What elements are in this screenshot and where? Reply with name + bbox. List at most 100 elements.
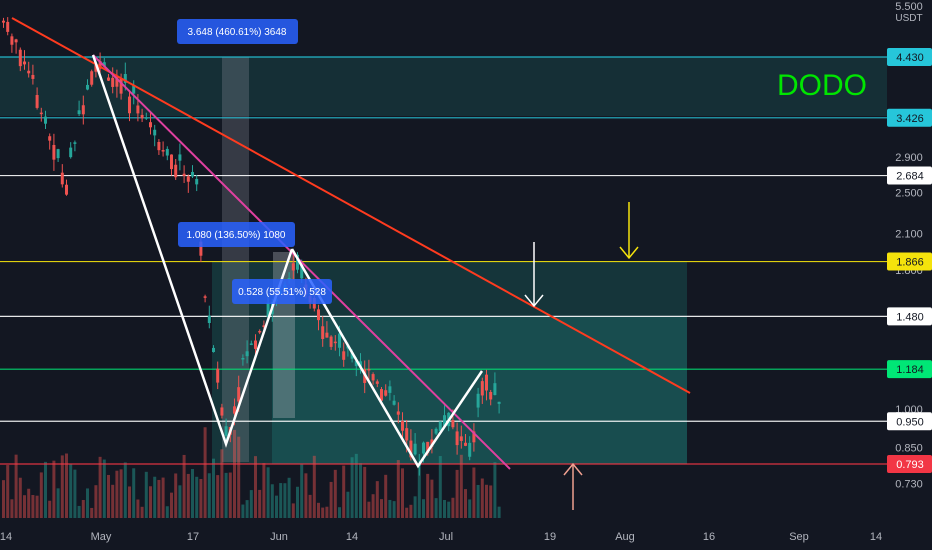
volume-bar	[468, 499, 472, 518]
candle-body	[31, 74, 35, 79]
measurement-label-2[interactable]: 1.080 (136.50%) 1080	[178, 222, 295, 247]
candle-body	[237, 387, 241, 402]
volume-bar	[60, 455, 64, 518]
candle-body	[203, 296, 207, 298]
time-axis[interactable]: 14 May 17 Jun 14 Jul 19 Aug 16 Sep 14	[0, 531, 882, 543]
volume-bar	[224, 472, 228, 518]
volume-bar	[367, 501, 371, 518]
candle-body	[325, 332, 329, 338]
symbol-label: DODO	[777, 69, 867, 102]
candle-body	[132, 85, 136, 94]
volume-bar	[325, 506, 329, 518]
volume-bar	[149, 486, 152, 518]
volume-bar	[77, 505, 81, 518]
volume-bar	[304, 473, 308, 518]
price-tick-1: 2.900	[895, 152, 923, 164]
candle-body	[401, 421, 404, 431]
candle-body	[44, 116, 47, 124]
candle-body	[480, 381, 484, 396]
volume-bar	[228, 472, 232, 518]
pattern-left	[91, 54, 294, 448]
measurement-label-3[interactable]: 0.528 (55.51%) 528	[232, 279, 332, 304]
volume-bar	[128, 486, 131, 518]
candle-body	[438, 421, 442, 432]
candle-body	[476, 393, 480, 408]
candle-body	[6, 21, 10, 32]
volume-bar	[98, 456, 102, 518]
candle-body	[90, 71, 94, 85]
candle-body	[485, 374, 488, 391]
candle-body	[140, 114, 144, 119]
volume-bar	[161, 477, 165, 518]
volume-bar	[123, 462, 127, 518]
volume-bar	[14, 454, 18, 518]
volume-bar	[451, 497, 455, 518]
volume-bar	[401, 468, 404, 518]
candle-body	[115, 75, 119, 87]
candle-body	[86, 84, 89, 90]
volume-bar	[73, 469, 77, 518]
candle-body	[472, 431, 476, 443]
measurement-label-1[interactable]: 3.648 (460.61%) 3648	[177, 19, 298, 44]
measure-band-1	[222, 57, 249, 462]
candle-body	[392, 400, 396, 405]
volume-bar	[472, 467, 476, 518]
volume-bars	[2, 427, 501, 518]
price-badge-label-6: 0.950	[896, 416, 924, 428]
time-tick-3: Jun	[270, 531, 288, 543]
volume-bar	[443, 499, 446, 518]
volume-bar	[27, 488, 31, 518]
candle-body	[98, 61, 102, 69]
volume-bar	[182, 454, 186, 518]
volume-bar	[39, 472, 43, 518]
volume-bar	[350, 457, 354, 518]
measure-band-2	[273, 252, 295, 418]
candle-body	[384, 390, 388, 396]
volume-bar	[23, 495, 26, 518]
volume-bar	[438, 456, 442, 518]
candle-body	[199, 241, 203, 256]
measurement-text-1: 3.648 (460.61%) 3648	[188, 27, 287, 38]
candle-body	[48, 136, 52, 141]
volume-bar	[86, 488, 89, 518]
price-tick-7: 0.730	[895, 479, 923, 491]
candle-body	[422, 442, 425, 454]
candle-body	[426, 441, 430, 454]
volume-bar	[44, 461, 47, 518]
candle-body	[102, 62, 106, 67]
price-badges: 4.430 3.426 2.684 1.866 1.480 1.184 0.950 0.793	[887, 48, 932, 473]
price-tick-3: 2.100	[895, 229, 923, 241]
candle-body	[493, 383, 497, 396]
candle-body	[409, 440, 413, 458]
candle-body	[39, 112, 43, 115]
candle-body	[119, 78, 123, 94]
price-badge-5	[887, 360, 932, 379]
candle-body	[287, 277, 291, 280]
volume-bar	[90, 507, 94, 518]
volume-bar	[69, 464, 73, 518]
volume-bar	[136, 499, 140, 518]
volume-bar	[107, 474, 110, 518]
volume-bar	[241, 504, 245, 518]
volume-bar	[346, 491, 350, 518]
candle-body	[224, 426, 228, 436]
candle-body	[69, 147, 73, 158]
volume-bar	[392, 501, 396, 518]
price-badge-6	[887, 412, 932, 431]
volume-bar	[266, 467, 270, 518]
candle-body	[413, 443, 417, 455]
volume-bar	[170, 492, 173, 518]
candle-body	[65, 184, 68, 195]
volume-bar	[338, 507, 341, 518]
volume-bar	[48, 500, 52, 518]
candle-body	[254, 340, 257, 349]
volume-bar	[476, 484, 480, 518]
candle-body	[329, 336, 333, 347]
candle-body	[107, 77, 110, 81]
candle-body	[56, 149, 60, 159]
price-tick-2: 2.500	[895, 187, 923, 199]
zone-inner	[272, 316, 687, 464]
price-axis[interactable]: USDT	[895, 13, 922, 24]
